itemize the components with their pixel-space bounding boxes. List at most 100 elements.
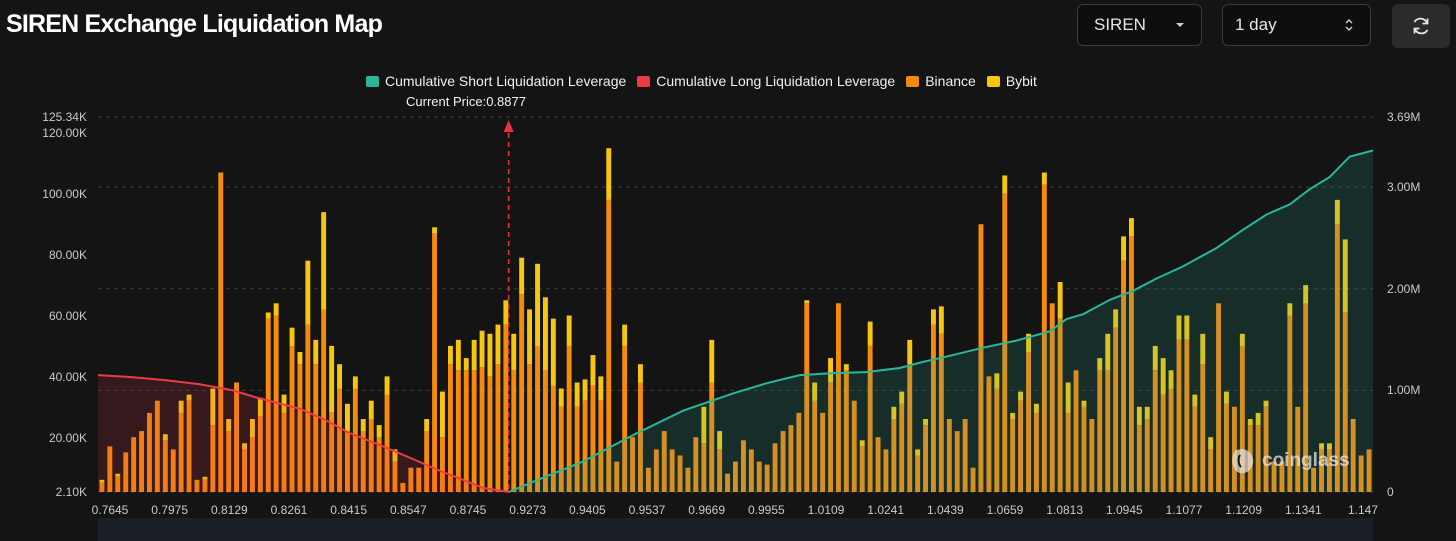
bar-bybit-132 <box>1144 406 1150 419</box>
bar-binance-94 <box>843 370 849 492</box>
chart-legend: Cumulative Short Liquidation Leverage Cu… <box>366 73 1048 89</box>
x-tick-label-16: 1.0813 <box>1046 503 1084 517</box>
bar-bybit-19 <box>250 419 255 438</box>
x-tick-label-6: 0.8745 <box>449 503 487 517</box>
bar-binance-6 <box>147 412 152 492</box>
bar-binance-29 <box>329 412 335 492</box>
bar-binance-52 <box>511 370 517 492</box>
bar-binance-33 <box>360 431 366 492</box>
bar-binance-95 <box>851 400 857 492</box>
bar-binance-136 <box>1176 339 1182 492</box>
bar-binance-50 <box>495 364 501 492</box>
bar-binance-157 <box>1342 312 1348 492</box>
legend-item-bybit[interactable]: Bybit <box>986 73 1037 89</box>
bar-binance-0 <box>99 482 105 492</box>
bar-bybit-28 <box>321 212 327 310</box>
bar-bybit-60 <box>574 382 580 407</box>
bar-binance-132 <box>1144 419 1150 492</box>
bar-binance-113 <box>994 388 1000 492</box>
legend-swatch-long <box>637 75 651 87</box>
bar-binance-3 <box>123 452 129 492</box>
x-tick-label-3: 0.8261 <box>270 503 308 517</box>
x-tick-label-21: 1.147 <box>1347 503 1379 517</box>
bar-binance-64 <box>606 199 612 492</box>
bar-bybit-30 <box>337 364 342 389</box>
y-left-tick-label-1: 20.00K <box>48 430 87 445</box>
bar-binance-49 <box>487 376 493 492</box>
bar-bybit-121 <box>1057 282 1063 319</box>
legend-item-long[interactable]: Cumulative Long Liquidation Leverage <box>637 73 895 89</box>
bar-bybit-24 <box>289 327 295 346</box>
chart-scroll-strip[interactable] <box>98 518 1373 541</box>
bar-binance-110 <box>970 467 976 492</box>
series-line-long <box>97 374 509 493</box>
x-tick-label-13: 1.0241 <box>867 503 905 517</box>
bar-bybit-16 <box>226 419 232 432</box>
bar-binance-149 <box>1279 461 1285 492</box>
bar-binance-125 <box>1089 419 1095 492</box>
bar-binance-121 <box>1057 318 1063 492</box>
bar-bybit-25 <box>297 352 303 365</box>
bar-bybit-104 <box>923 419 928 426</box>
bar-bybit-133 <box>1152 345 1158 371</box>
bar-binance-140 <box>1208 449 1214 492</box>
bar-bybit-119 <box>1041 172 1047 185</box>
bar-binance-48 <box>479 367 485 492</box>
x-tick-label-7: 0.9273 <box>509 503 547 517</box>
bar-binance-89 <box>804 303 810 492</box>
bar-bybit-144 <box>1239 333 1245 346</box>
bar-bybit-46 <box>463 358 469 371</box>
bar-binance-59 <box>566 345 572 492</box>
bar-binance-20 <box>257 415 263 492</box>
y-right-tick-label-3: 3.00M <box>1387 180 1421 195</box>
bar-bybit-128 <box>1113 309 1119 328</box>
interval-select-value: 1 day <box>1235 15 1277 34</box>
bar-binance-58 <box>558 406 564 492</box>
y-left-tick-label-6: 120.00K <box>42 126 87 141</box>
bar-binance-147 <box>1263 406 1269 492</box>
bar-binance-86 <box>780 431 786 492</box>
bar-bybit-96 <box>859 440 865 447</box>
symbol-select[interactable]: SIREN <box>1077 4 1202 46</box>
y-right-tick-label-4: 3.69M <box>1387 110 1421 124</box>
bar-bybit-64 <box>606 148 612 200</box>
bar-binance-127 <box>1105 370 1111 492</box>
bar-binance-115 <box>1010 419 1016 492</box>
chevron-down-icon <box>1176 23 1184 27</box>
bar-bybit-26 <box>305 260 311 325</box>
bar-binance-102 <box>907 364 913 492</box>
bar-bybit-122 <box>1065 382 1071 413</box>
bar-binance-80 <box>733 461 738 492</box>
bar-bybit-11 <box>186 394 192 401</box>
bar-bybit-29 <box>329 345 335 413</box>
x-tick-label-12: 1.0109 <box>807 503 845 517</box>
y-left-tick-label-5: 100.00K <box>42 187 87 202</box>
bar-binance-124 <box>1081 406 1087 492</box>
bar-binance-158 <box>1350 419 1356 492</box>
interval-select[interactable]: 1 day <box>1222 4 1371 46</box>
legend-swatch-bybit <box>986 75 1000 87</box>
bar-binance-7 <box>154 400 160 492</box>
bar-bybit-48 <box>479 330 485 368</box>
bar-binance-56 <box>543 370 548 492</box>
bar-bybit-35 <box>376 425 382 438</box>
bar-binance-55 <box>535 345 540 492</box>
legend-item-binance[interactable]: Binance <box>906 73 976 89</box>
bar-binance-10 <box>178 412 184 492</box>
legend-item-short[interactable]: Cumulative Short Liquidation Leverage <box>366 73 626 89</box>
bar-binance-82 <box>748 449 754 492</box>
bar-binance-143 <box>1232 406 1237 492</box>
bar-binance-47 <box>471 370 477 492</box>
bar-binance-78 <box>717 449 723 492</box>
bar-binance-84 <box>764 464 770 492</box>
y-right-tick-label-1: 1.00M <box>1387 383 1421 398</box>
refresh-button[interactable] <box>1392 4 1450 48</box>
bar-binance-142 <box>1224 403 1229 492</box>
y-left-tick-label-3: 60.00K <box>48 308 87 323</box>
bar-binance-120 <box>1049 303 1055 492</box>
bar-binance-2 <box>115 476 121 492</box>
bar-binance-103 <box>915 455 921 492</box>
x-tick-label-8: 0.9405 <box>568 503 606 517</box>
bar-bybit-52 <box>511 333 517 371</box>
